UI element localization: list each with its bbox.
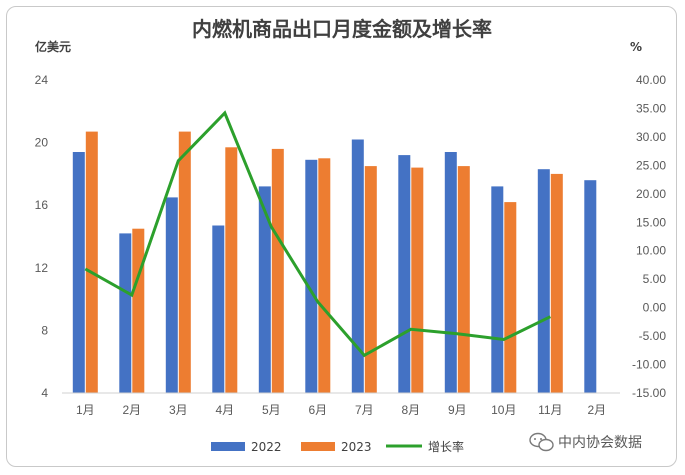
bar-2023-11	[550, 173, 563, 393]
bar-2022-7	[351, 139, 364, 393]
right-tick-label: -5.00	[639, 329, 667, 343]
x-tick-label: 10月	[491, 403, 516, 417]
legend-swatch-2022	[211, 442, 245, 451]
left-tick-label: 16	[35, 198, 49, 212]
bar-2023-6	[318, 158, 331, 394]
legend-label-2023: 2023	[341, 440, 372, 454]
x-axis-ticks: 1月 2月 3月 4月 5月 6月 7月 8月 9月 10月 11月 2月	[76, 403, 606, 417]
left-tick-label: 8	[41, 323, 48, 337]
bar-2022-10	[491, 186, 504, 393]
legend-swatch-2023	[301, 442, 335, 451]
wechat-icon	[529, 432, 554, 452]
watermark-text: 中内协会数据	[558, 435, 642, 451]
x-tick-label: 2月	[122, 403, 141, 417]
bars-group	[72, 131, 597, 394]
left-tick-label: 12	[35, 261, 49, 275]
bar-2023-7	[364, 166, 377, 393]
watermark: 中内协会数据	[529, 432, 642, 452]
legend-label-growth: 增长率	[428, 439, 464, 454]
bar-2022-9	[444, 152, 457, 393]
x-tick-label: 3月	[169, 403, 188, 417]
chart-title: 内燃机商品出口月度金额及增长率	[192, 17, 492, 41]
bar-2022-6	[305, 159, 318, 393]
x-tick-label: 7月	[355, 403, 374, 417]
x-tick-label: 1月	[76, 403, 95, 417]
legend: 2022 2023 增长率	[211, 439, 464, 454]
left-axis-unit: 亿美元	[35, 39, 71, 54]
bar-2022-4	[212, 225, 225, 393]
bar-2022-2	[119, 233, 132, 393]
bar-2022-11	[537, 169, 550, 393]
bar-2022-1	[72, 152, 85, 393]
right-tick-label: 0.00	[643, 301, 667, 315]
right-tick-label: -15.00	[632, 386, 666, 400]
right-tick-label: 5.00	[643, 272, 667, 286]
right-tick-label: 40.00	[636, 73, 666, 87]
right-tick-label: 20.00	[636, 187, 666, 201]
bar-2022-3	[165, 197, 178, 393]
left-tick-label: 20	[35, 136, 49, 150]
right-tick-label: 35.00	[636, 101, 666, 115]
x-tick-label: 9月	[448, 403, 467, 417]
bar-2023-5	[271, 148, 284, 393]
bar-2023-9	[457, 166, 470, 393]
left-tick-label: 24	[35, 73, 49, 87]
legend-label-2022: 2022	[251, 440, 282, 454]
x-tick-label: 5月	[262, 403, 281, 417]
left-axis-ticks: 4 8 12 16 20 24	[35, 73, 49, 400]
x-tick-label: 8月	[401, 403, 420, 417]
bar-2023-10	[504, 202, 517, 393]
growth-rate-line	[84, 110, 551, 358]
bar-2023-4	[225, 147, 238, 393]
bar-2023-2	[132, 228, 145, 393]
x-tick-label: 4月	[215, 403, 234, 417]
bar-2022-12	[584, 180, 597, 393]
chart-frame	[6, 6, 677, 467]
left-tick-label: 4	[41, 386, 48, 400]
bar-2023-3	[178, 131, 191, 393]
bar-2022-8	[398, 155, 411, 393]
right-axis-unit: %	[630, 40, 642, 54]
bar-2022-5	[258, 186, 271, 393]
x-tick-label: 6月	[308, 403, 327, 417]
right-tick-label: 10.00	[636, 244, 666, 258]
right-axis-ticks: -15.00 -10.00 -5.00 0.00 5.00 10.00 15.00 20.00…	[632, 73, 666, 400]
right-tick-label: 25.00	[636, 158, 666, 172]
x-tick-label: 2月	[587, 403, 606, 417]
growth-line-group	[84, 110, 551, 358]
bar-2023-1	[85, 131, 98, 393]
right-tick-label: 15.00	[636, 215, 666, 229]
bar-2023-8	[411, 167, 424, 393]
right-tick-label: -10.00	[632, 358, 666, 372]
right-tick-label: 30.00	[636, 130, 666, 144]
x-tick-label: 11月	[538, 403, 562, 417]
